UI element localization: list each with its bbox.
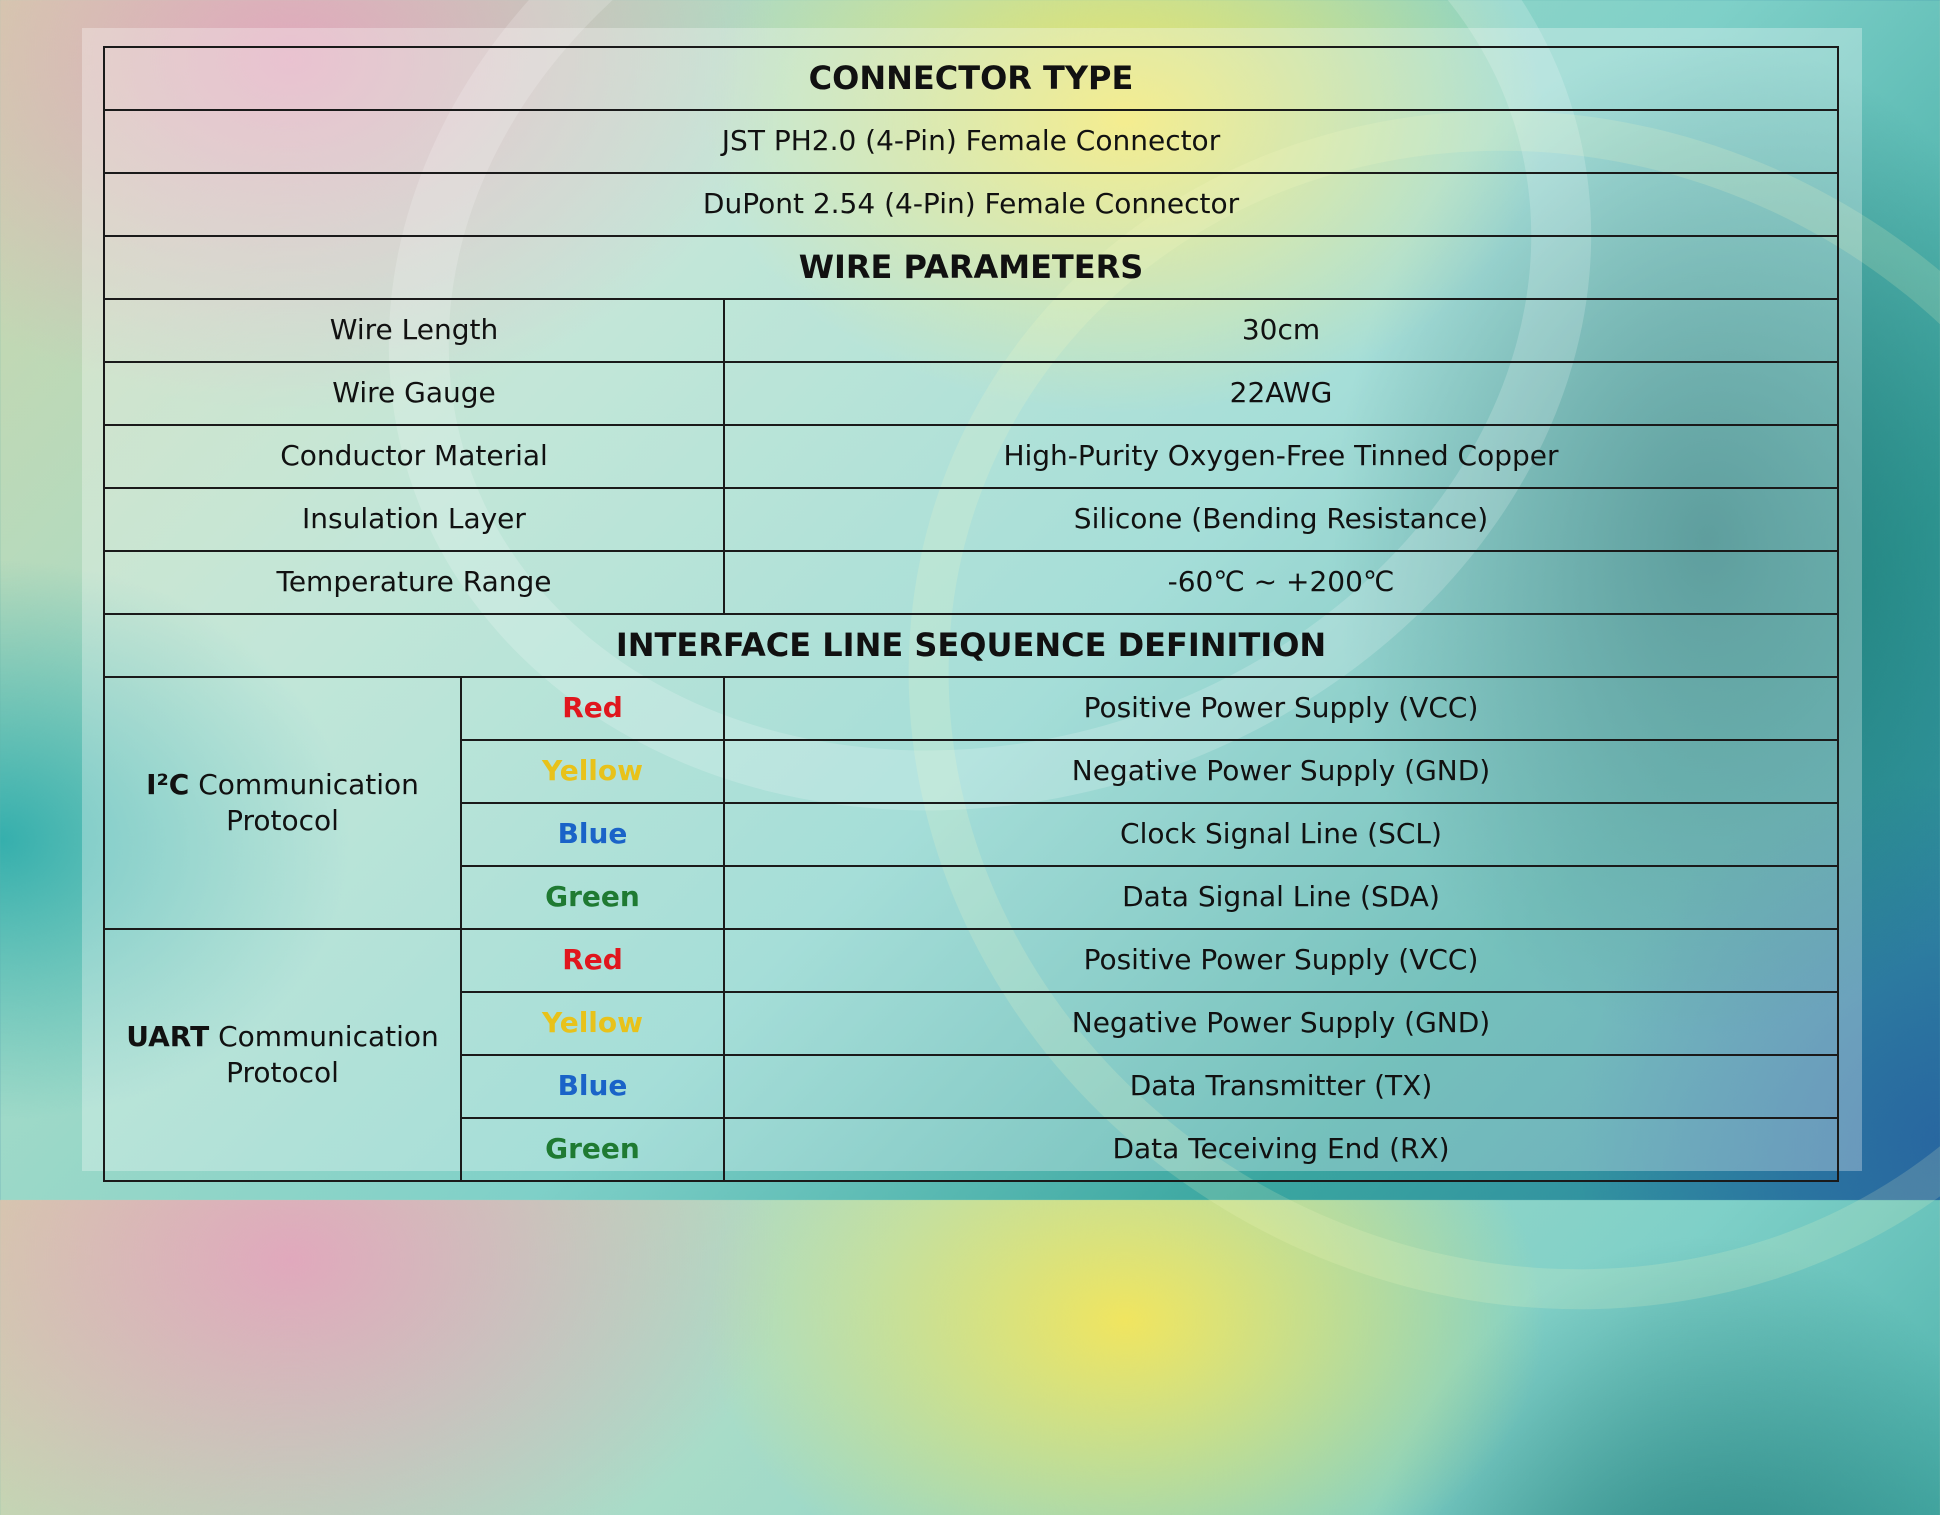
table-row: Wire Length 30cm (103, 298, 1839, 363)
wire-color-red: Red (460, 676, 725, 741)
table-row: DuPont 2.54 (4-Pin) Female Connector (103, 172, 1839, 237)
wire-color-green: Green (460, 865, 725, 930)
table-row: Green Data Signal Line (SDA) (104, 865, 1839, 930)
wire-param-label: Conductor Material (103, 424, 725, 489)
wire-param-value: -60℃ ~ +200℃ (723, 550, 1839, 615)
wire-color-green: Green (460, 1117, 725, 1182)
protocol-line2: Protocol (226, 1056, 339, 1089)
connector-row: DuPont 2.54 (4-Pin) Female Connector (103, 172, 1839, 237)
connector-row: JST PH2.0 (4-Pin) Female Connector (103, 109, 1839, 174)
protocol-name: UART (126, 1019, 210, 1053)
protocol-suffix: Communication (218, 1019, 439, 1053)
line-definition: Positive Power Supply (VCC) (723, 928, 1839, 993)
line-definition: Data Transmitter (TX) (723, 1054, 1839, 1119)
wire-color-red: Red (460, 928, 725, 993)
line-definition: Clock Signal Line (SCL) (723, 802, 1839, 867)
table-row: Wire Gauge 22AWG (103, 361, 1839, 426)
wire-param-value: 22AWG (723, 361, 1839, 426)
protocol-cell-i2c: I²C Communication Protocol (103, 676, 462, 930)
wire-param-value: Silicone (Bending Resistance) (723, 487, 1839, 552)
table-row: Blue Clock Signal Line (SCL) (104, 802, 1839, 867)
line-definition: Data Signal Line (SDA) (723, 865, 1839, 930)
table-row: WIRE PARAMETERS (103, 235, 1839, 300)
protocol-name: I²C (146, 767, 190, 801)
table-row: CONNECTOR TYPE (103, 46, 1839, 111)
table-row: JST PH2.0 (4-Pin) Female Connector (103, 109, 1839, 174)
wire-color-blue: Blue (460, 1054, 725, 1119)
wire-param-label: Temperature Range (103, 550, 725, 615)
line-definition: Data Teceiving End (RX) (723, 1117, 1839, 1182)
table-row: Yellow Negative Power Supply (GND) (104, 739, 1839, 804)
line-definition: Negative Power Supply (GND) (723, 739, 1839, 804)
protocol-suffix: Communication (198, 767, 419, 801)
spec-table: CONNECTOR TYPE JST PH2.0 (4-Pin) Female … (103, 46, 1839, 1182)
table-row: Conductor Material High-Purity Oxygen-Fr… (103, 424, 1839, 489)
table-row: Temperature Range -60℃ ~ +200℃ (103, 550, 1839, 615)
table-row: UART Communication Protocol Red Positive… (103, 928, 1839, 1182)
protocol-cell-uart: UART Communication Protocol (103, 928, 462, 1182)
wire-color-yellow: Yellow (460, 739, 725, 804)
wire-param-label: Wire Gauge (103, 361, 725, 426)
wire-param-value: High-Purity Oxygen-Free Tinned Copper (723, 424, 1839, 489)
protocol-line2: Protocol (226, 804, 339, 837)
wire-color-yellow: Yellow (460, 991, 725, 1056)
wire-param-value: 30cm (723, 298, 1839, 363)
table-row: INTERFACE LINE SEQUENCE DEFINITION (103, 613, 1839, 678)
wire-param-label: Insulation Layer (103, 487, 725, 552)
connector-type-header: CONNECTOR TYPE (103, 46, 1839, 111)
line-definition: Negative Power Supply (GND) (723, 991, 1839, 1056)
line-definition: Positive Power Supply (VCC) (723, 676, 1839, 741)
table-row: Blue Data Transmitter (TX) (104, 1054, 1839, 1119)
table-row: Yellow Negative Power Supply (GND) (104, 991, 1839, 1056)
interface-header: INTERFACE LINE SEQUENCE DEFINITION (103, 613, 1839, 678)
wire-color-blue: Blue (460, 802, 725, 867)
table-row: I²C Communication Protocol Red Positive … (103, 676, 1839, 930)
wire-param-label: Wire Length (103, 298, 725, 363)
table-row: Green Data Teceiving End (RX) (104, 1117, 1839, 1182)
table-row: Insulation Layer Silicone (Bending Resis… (103, 487, 1839, 552)
wire-parameters-header: WIRE PARAMETERS (103, 235, 1839, 300)
